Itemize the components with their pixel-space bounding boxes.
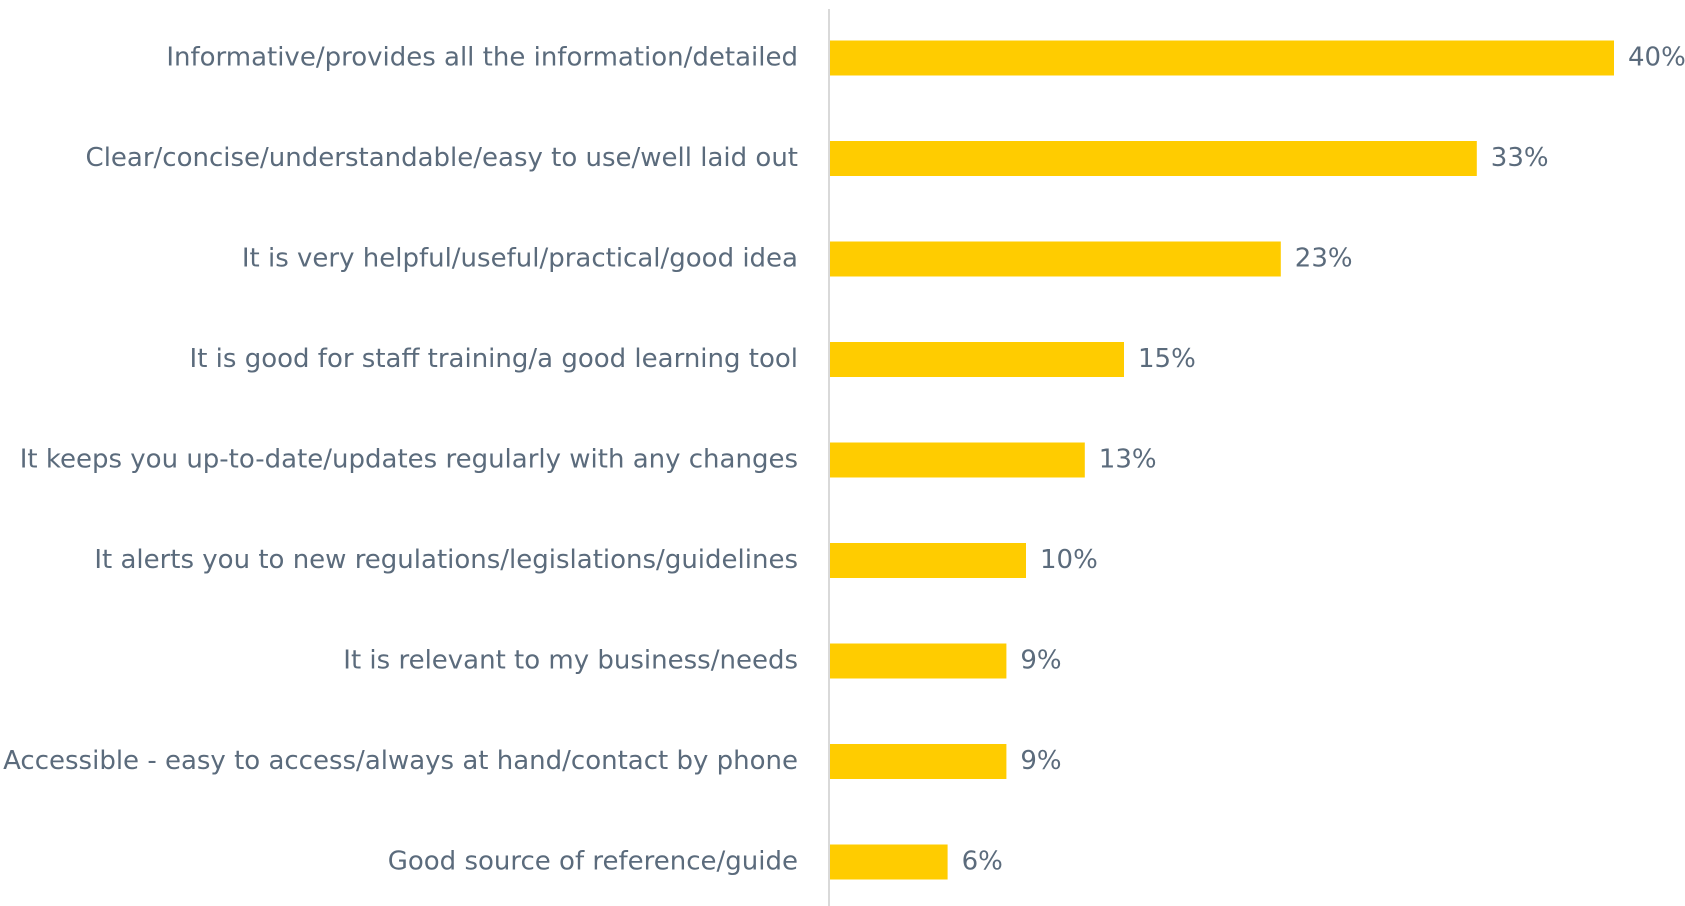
category-label: It is very helpful/useful/practical/good… (242, 244, 798, 274)
data-label: 13% (1099, 445, 1157, 475)
data-label: 9% (1020, 746, 1061, 776)
category-label: It is good for staff training/a good lea… (190, 344, 798, 374)
category-label: It alerts you to new regulations/legisla… (94, 545, 798, 575)
data-label: 6% (962, 847, 1003, 877)
data-label: 33% (1491, 143, 1549, 173)
data-label: 23% (1295, 244, 1353, 274)
category-label: Clear/concise/understandable/easy to use… (86, 143, 798, 173)
bar (830, 844, 948, 880)
data-label: 10% (1040, 545, 1098, 575)
bar (830, 643, 1007, 679)
bar (830, 342, 1124, 377)
data-label: 9% (1020, 646, 1061, 676)
bar (830, 141, 1477, 176)
category-label: Informative/provides all the information… (166, 43, 798, 73)
data-label: 40% (1628, 43, 1685, 73)
data-label: 15% (1138, 344, 1196, 374)
category-label: Accessible - easy to access/always at ha… (3, 746, 798, 776)
bar (830, 744, 1007, 779)
bar (830, 241, 1281, 277)
category-label: It is relevant to my business/needs (343, 646, 798, 676)
bar (830, 543, 1026, 578)
bar (830, 442, 1085, 478)
category-label: Good source of reference/guide (388, 847, 798, 877)
bar (830, 40, 1614, 76)
category-label: It keeps you up-to-date/updates regularl… (20, 445, 798, 475)
